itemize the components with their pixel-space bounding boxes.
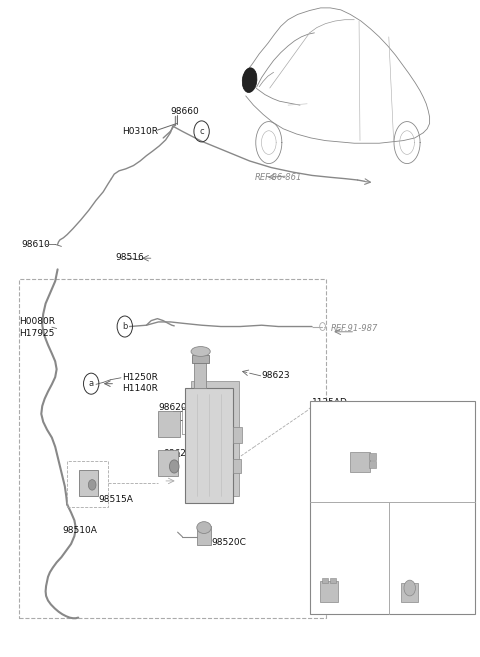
Bar bbox=[310, 401, 475, 614]
Bar bbox=[320, 581, 338, 602]
Ellipse shape bbox=[197, 522, 211, 533]
Bar bbox=[401, 583, 418, 602]
Text: 98653: 98653 bbox=[334, 564, 360, 573]
Bar bbox=[233, 459, 241, 473]
Text: c: c bbox=[400, 564, 405, 573]
Circle shape bbox=[169, 460, 179, 473]
Text: b: b bbox=[122, 322, 128, 331]
Text: 98622: 98622 bbox=[163, 449, 192, 458]
Bar bbox=[192, 355, 209, 363]
Text: 98623: 98623 bbox=[262, 371, 290, 380]
Bar bbox=[79, 470, 98, 496]
Text: 98520C: 98520C bbox=[211, 537, 246, 547]
Text: a: a bbox=[321, 441, 325, 450]
Text: 98661G: 98661G bbox=[413, 564, 446, 573]
Bar bbox=[369, 453, 376, 460]
Bar bbox=[158, 450, 178, 476]
Bar bbox=[191, 381, 239, 496]
Text: 98515A: 98515A bbox=[98, 495, 133, 504]
Bar bbox=[194, 361, 206, 388]
Text: H0080R: H0080R bbox=[19, 317, 55, 327]
Text: 98662B: 98662B bbox=[334, 441, 366, 450]
Text: 1125AD: 1125AD bbox=[312, 397, 348, 407]
Bar bbox=[19, 279, 326, 618]
Text: REF.86-861: REF.86-861 bbox=[254, 173, 302, 182]
Text: 98516: 98516 bbox=[115, 253, 144, 262]
Circle shape bbox=[404, 580, 416, 596]
Bar bbox=[67, 461, 108, 507]
Text: H1250R: H1250R bbox=[122, 373, 158, 382]
Text: 98660: 98660 bbox=[170, 107, 199, 116]
Bar bbox=[322, 578, 328, 583]
Bar bbox=[330, 578, 336, 583]
Text: 98620: 98620 bbox=[158, 403, 187, 412]
Ellipse shape bbox=[191, 347, 210, 356]
Text: H17925: H17925 bbox=[19, 329, 55, 338]
Text: b: b bbox=[321, 564, 325, 573]
Circle shape bbox=[88, 480, 96, 490]
Text: 98610: 98610 bbox=[22, 240, 50, 249]
Text: REF.91-987: REF.91-987 bbox=[331, 324, 379, 333]
Bar bbox=[350, 452, 370, 472]
Text: H0310R: H0310R bbox=[122, 127, 158, 136]
Text: c: c bbox=[199, 127, 204, 136]
Bar bbox=[158, 411, 180, 437]
Text: H1140R: H1140R bbox=[122, 384, 158, 394]
Bar bbox=[197, 526, 211, 545]
Text: a: a bbox=[89, 379, 94, 388]
Bar bbox=[233, 427, 242, 443]
Text: 98510A: 98510A bbox=[62, 526, 97, 535]
Bar bbox=[369, 461, 376, 468]
Bar bbox=[185, 388, 233, 503]
Ellipse shape bbox=[242, 68, 257, 93]
